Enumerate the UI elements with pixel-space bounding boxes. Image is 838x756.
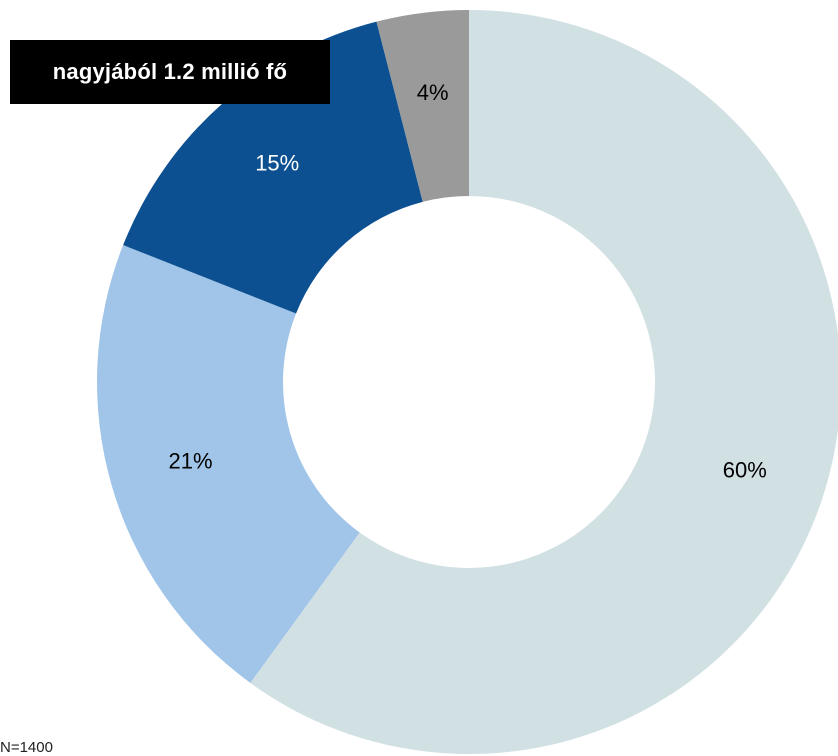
- donut-slice-label-0: 60%: [723, 457, 767, 482]
- population-callout-text: nagyjából 1.2 millió fő: [52, 59, 288, 84]
- donut-slice-2: [123, 21, 423, 314]
- sample-size-footnote: N=1400: [0, 739, 53, 756]
- population-callout: nagyjából 1.2 millió fő: [10, 40, 330, 104]
- donut-slice-label-1: 21%: [168, 449, 212, 474]
- donut-slice-1: [97, 245, 360, 683]
- donut-slice-label-2: 15%: [255, 150, 299, 175]
- donut-slice-0: [250, 10, 838, 754]
- donut-slice-label-3: 4%: [417, 80, 449, 105]
- donut-slice-3: [376, 10, 469, 202]
